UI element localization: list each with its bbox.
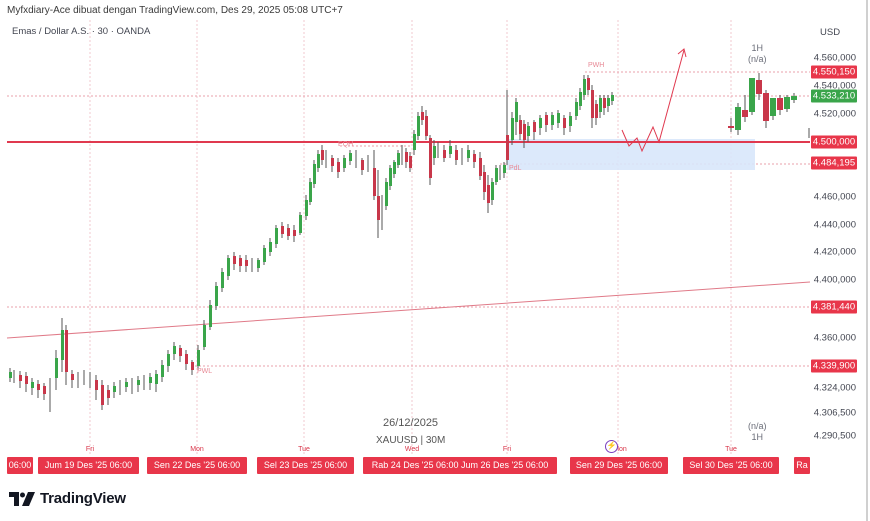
price-tag-4500: 4.500,000: [811, 135, 857, 149]
price-tick: 4.440,000: [813, 219, 856, 231]
lightning-icon[interactable]: ⚡: [605, 440, 618, 453]
symbol-title[interactable]: Emas / Dollar A.S. · 30 · OANDA: [12, 26, 151, 37]
price-tick: 4.306,500: [813, 407, 856, 419]
time-tag: 06:00: [7, 457, 33, 474]
pdl-label: PdL: [509, 165, 522, 172]
tradingview-logo: TradingView: [9, 490, 126, 507]
time-tag: Sel 30 Des '25 06:00: [683, 457, 779, 474]
tf-top-interval: 1H: [751, 43, 764, 53]
timeframe-bottom-label: (n/a) 1H: [748, 421, 767, 443]
time-tag: Ra: [794, 457, 810, 474]
projection-arrowhead: [677, 48, 687, 58]
candles: [9, 73, 810, 412]
currency-label[interactable]: USD: [820, 27, 841, 38]
time-tag: Jum 19 Des '25 06:00: [38, 457, 139, 474]
day-label: Wed: [404, 446, 420, 453]
price-tag-pwl: 4.339,900: [811, 359, 857, 373]
price-tick: 4.420,000: [813, 246, 856, 258]
day-label: Mon: [190, 446, 204, 453]
price-tick: 4.540,000: [813, 80, 856, 92]
attribution-text: Myfxdiary-Ace dibuat dengan TradingView.…: [7, 5, 343, 16]
day-label: Fri: [85, 446, 95, 453]
tf-bot-interval: 1H: [751, 432, 764, 442]
timeframe-top-label: 1H (n/a): [748, 43, 767, 65]
chart-area[interactable]: [7, 20, 813, 478]
tf-bot-value: (n/a): [748, 421, 767, 431]
tradingview-logo-icon: [9, 491, 35, 506]
price-tick: 4.324,000: [813, 382, 856, 394]
level-lines: [7, 71, 810, 367]
price-tick: 4.560,000: [813, 52, 856, 64]
day-label: Tue: [298, 446, 310, 453]
price-tag-level: 4.381,440: [811, 300, 857, 314]
time-tag: Sel 23 Des '25 06:00: [257, 457, 354, 474]
pwh-label: PWH: [588, 62, 605, 69]
grid-verticals: [89, 20, 732, 455]
eqh-label: EQH: [338, 141, 354, 148]
time-tag: Sen 22 Des '25 06:00: [147, 457, 247, 474]
price-tick: 4.400,000: [813, 274, 856, 286]
price-tick: 4.460,000: [813, 191, 856, 203]
trendline: [6, 281, 811, 339]
watermark-symbol: XAUUSD | 30M: [376, 435, 446, 446]
price-tick: 4.290,500: [813, 430, 856, 442]
day-label: Tue: [725, 446, 737, 453]
watermark-date: 26/12/2025: [383, 417, 439, 429]
frame-border: [866, 0, 868, 521]
price-tick: 4.520,000: [813, 108, 856, 120]
price-tag-pdl: 4.484,195: [811, 156, 857, 170]
price-tag-pwh: 4.550,150: [811, 65, 857, 79]
day-label: Fri: [502, 446, 512, 453]
time-tag: Rab 24 Des '25 06:00 Jum 26 Des '25 06:0…: [363, 457, 557, 474]
tf-top-value: (n/a): [748, 54, 767, 64]
price-tag-last: 4.533,210: [811, 89, 857, 103]
brand-name: TradingView: [40, 490, 126, 507]
time-tag: Sen 29 Des '25 06:00: [570, 457, 668, 474]
projection-path: [621, 49, 685, 153]
pwl-label: PWL: [197, 368, 213, 375]
day-label: Mon: [613, 446, 627, 453]
price-tick: 4.360,000: [813, 332, 856, 344]
